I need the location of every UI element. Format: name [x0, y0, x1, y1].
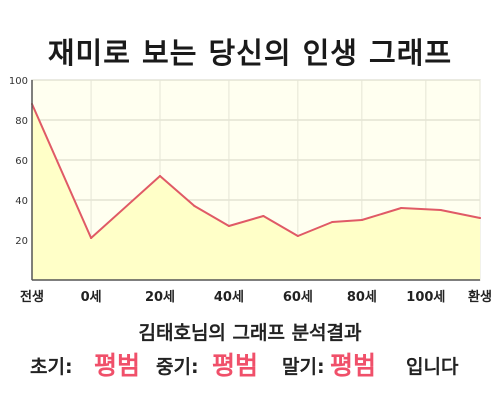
- y-tick-label: 40: [15, 196, 28, 207]
- x-tick-label: 100세: [406, 290, 445, 305]
- life-data-point: [479, 217, 481, 219]
- late-label: 말기:: [282, 356, 325, 378]
- early-label: 초기:: [30, 356, 73, 378]
- y-tick-label: 20: [15, 236, 28, 247]
- result-ending: 입니다: [406, 356, 459, 378]
- middle-label: 중기:: [156, 356, 199, 378]
- life-data-point: [360, 219, 363, 221]
- life-line-segment: [360, 207, 403, 221]
- life-line-segment: [400, 207, 442, 211]
- y-tick-label: 100: [9, 76, 28, 87]
- life-data-point: [159, 175, 161, 177]
- middle-value: 평범: [212, 351, 259, 380]
- page-title: 재미로 보는 당신의 인생 그래프: [47, 36, 453, 70]
- y-tick-label: 60: [15, 156, 28, 167]
- life-line-segment: [227, 215, 265, 227]
- life-line-segment: [90, 175, 161, 239]
- x-tick-label: 20세: [145, 290, 175, 305]
- life-area-fill: [32, 104, 480, 280]
- life-line-segment: [331, 219, 363, 223]
- y-tick-label: 80: [15, 116, 28, 127]
- life-line-segment: [262, 215, 299, 237]
- life-data-point: [262, 215, 265, 217]
- analysis-subtitle: 김태호님의 그래프 분석결과: [138, 322, 362, 344]
- life-line-segment: [439, 209, 481, 219]
- x-tick-label: 전생: [20, 289, 44, 305]
- x-tick-label: 60세: [283, 290, 313, 305]
- life-data-point: [400, 207, 403, 209]
- life-line-segment: [296, 221, 334, 237]
- late-value: 평범: [330, 351, 377, 380]
- x-tick-label: 80세: [347, 290, 377, 305]
- life-data-point: [296, 235, 299, 237]
- life-line-segment: [193, 205, 230, 227]
- life-data-point: [439, 209, 442, 211]
- life-data-point: [227, 225, 230, 227]
- life-data-point: [331, 221, 334, 223]
- x-tick-label: 환생: [468, 289, 492, 305]
- analysis-result: 초기: 평범 중기: 평범 말기: 평범 입니다: [0, 346, 500, 380]
- life-data-point: [193, 205, 196, 207]
- early-value: 평범: [94, 351, 141, 380]
- x-tick-label: 40세: [214, 290, 244, 305]
- x-tick-label: 0세: [81, 290, 102, 305]
- life-line-segment: [159, 175, 196, 207]
- life-data-point: [90, 237, 93, 239]
- life-line-segment: [31, 103, 93, 239]
